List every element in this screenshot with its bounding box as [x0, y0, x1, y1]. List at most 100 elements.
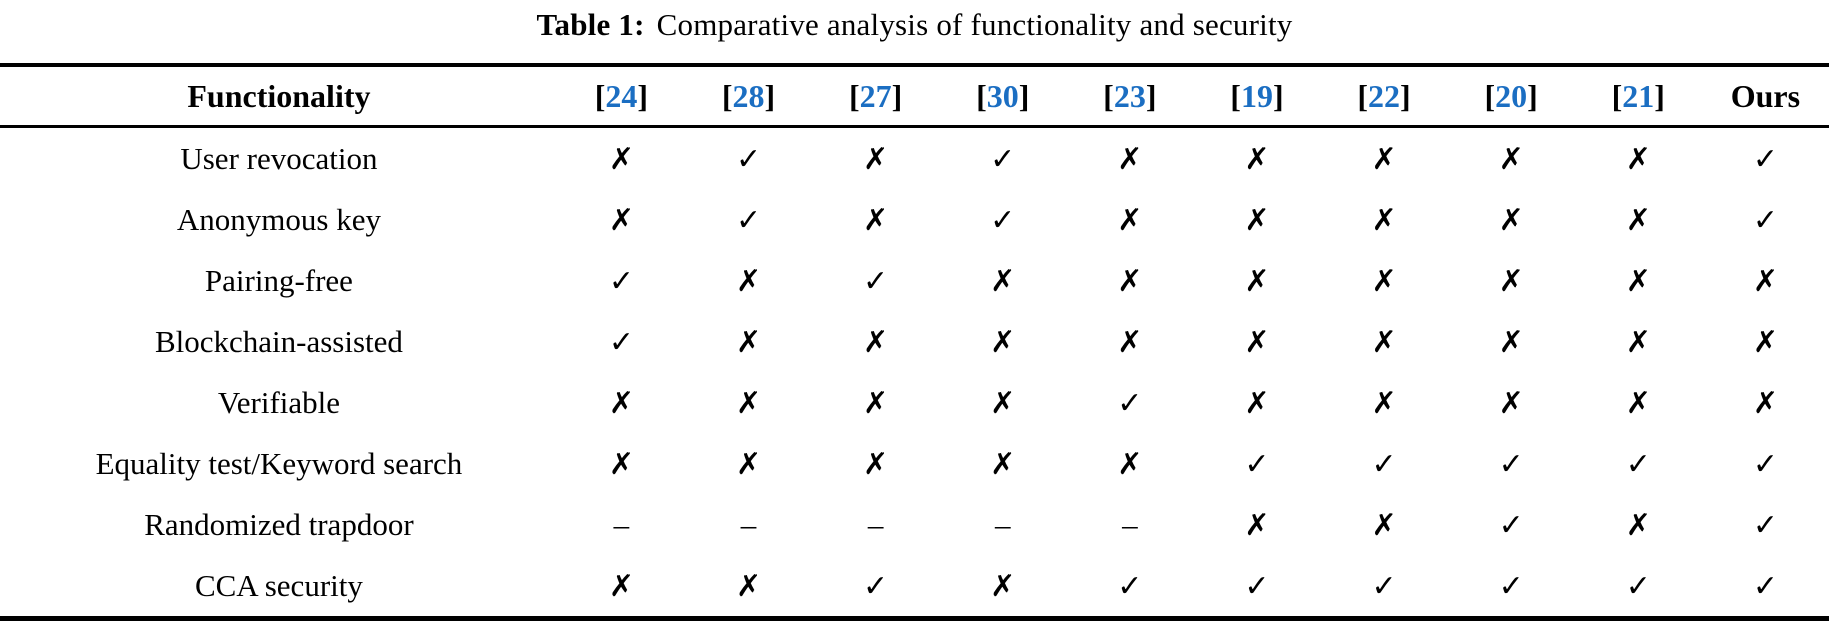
- row-label: Randomized trapdoor: [144, 506, 414, 542]
- cross-mark-icon: ✗: [863, 324, 889, 360]
- citation-bracket-close: ]: [1654, 77, 1665, 114]
- mark-cell: ✗: [558, 433, 685, 494]
- cross-mark-icon: ✗: [1498, 141, 1524, 177]
- mark-cell: ✗: [812, 189, 939, 250]
- cross-mark-icon: ✗: [1371, 507, 1397, 543]
- citation-link[interactable]: 22: [1368, 77, 1401, 114]
- cross-mark-icon: ✗: [608, 385, 634, 421]
- citation-link[interactable]: 24: [605, 77, 638, 114]
- cross-mark-icon: ✗: [863, 446, 889, 482]
- mark-cell: ✓: [1702, 189, 1829, 250]
- cross-mark-icon: ✗: [1625, 324, 1651, 360]
- cross-mark-icon: ✗: [1498, 202, 1524, 238]
- cross-mark-icon: ✗: [1371, 324, 1397, 360]
- row-label: Anonymous key: [176, 201, 381, 237]
- column-header-citation: [21]: [1574, 65, 1702, 128]
- citation-link[interactable]: 30: [986, 77, 1019, 114]
- citation-link[interactable]: 23: [1113, 77, 1146, 114]
- mark-cell: ✓: [1193, 555, 1320, 619]
- cross-mark-icon: ✗: [990, 324, 1016, 360]
- citation-link[interactable]: 28: [732, 77, 765, 114]
- mark-cell: ✗: [1066, 433, 1193, 494]
- mark-cell: ✗: [1321, 127, 1448, 190]
- mark-cell: ✗: [1066, 127, 1193, 190]
- check-mark-icon: ✓: [1498, 568, 1524, 604]
- check-mark-icon: ✓: [608, 263, 634, 299]
- cross-mark-icon: ✗: [608, 446, 634, 482]
- mark-cell: ✗: [812, 433, 939, 494]
- mark-cell: ✗: [685, 311, 812, 372]
- table-row: CCA security ✗ ✗ ✓ ✗ ✓ ✓ ✓ ✓ ✓ ✓: [0, 555, 1829, 619]
- mark-cell: ✓: [558, 250, 685, 311]
- check-mark-icon: ✓: [863, 263, 889, 299]
- mark-cell: ✗: [1448, 189, 1575, 250]
- mark-cell: ✓: [812, 250, 939, 311]
- row-label: Blockchain-assisted: [154, 323, 403, 359]
- mark-cell: ✗: [1448, 372, 1575, 433]
- cross-mark-icon: ✗: [1498, 263, 1524, 299]
- mark-cell: ✗: [1321, 372, 1448, 433]
- cross-mark-icon: ✗: [1117, 141, 1143, 177]
- row-label: CCA security: [194, 567, 363, 603]
- check-mark-icon: ✓: [1752, 446, 1778, 482]
- mark-cell: –: [939, 494, 1066, 555]
- table-caption: Table 1: Comparative analysis of function…: [0, 0, 1829, 63]
- citation-link[interactable]: 27: [859, 77, 892, 114]
- cross-mark-icon: ✗: [1625, 202, 1651, 238]
- mark-cell: ✗: [685, 372, 812, 433]
- column-header-citation: [30]: [939, 65, 1067, 128]
- mark-cell: ✗: [1575, 189, 1702, 250]
- mark-cell: ✗: [1702, 311, 1829, 372]
- mark-cell: ✗: [558, 189, 685, 250]
- mark-cell: ✗: [1575, 372, 1702, 433]
- cross-mark-icon: ✗: [990, 568, 1016, 604]
- mark-cell: ✓: [1321, 433, 1448, 494]
- cross-mark-icon: ✗: [863, 385, 889, 421]
- mark-cell: ✓: [812, 555, 939, 619]
- mark-cell: ✓: [1575, 433, 1702, 494]
- mark-cell: ✗: [685, 433, 812, 494]
- table-row: Pairing-free ✓ ✗ ✓ ✗ ✗ ✗ ✗ ✗ ✗ ✗: [0, 250, 1829, 311]
- mark-cell: ✓: [1066, 372, 1193, 433]
- cross-mark-icon: ✗: [1371, 202, 1397, 238]
- cross-mark-icon: ✗: [1752, 263, 1778, 299]
- cross-mark-icon: ✗: [1117, 263, 1143, 299]
- table-row: Equality test/Keyword search ✗ ✗ ✗ ✗ ✗ ✓ ✓ ✓ ✓ ✓: [0, 433, 1829, 494]
- cross-mark-icon: ✗: [1371, 141, 1397, 177]
- mark-cell: ✗: [1575, 494, 1702, 555]
- comparison-table: Functionality [24] [28] [27] [30] [23] [19] [2…: [0, 63, 1829, 621]
- column-header-functionality: Functionality: [0, 65, 558, 128]
- mark-cell: ✗: [558, 127, 685, 190]
- mark-cell: ✓: [1702, 494, 1829, 555]
- cross-mark-icon: ✗: [735, 263, 762, 299]
- citation-link[interactable]: 19: [1240, 77, 1273, 114]
- check-mark-icon: ✓: [1752, 507, 1778, 543]
- mark-cell: ✗: [1321, 494, 1448, 555]
- check-mark-icon: ✓: [1752, 141, 1778, 177]
- mark-cell: ✗: [1066, 311, 1193, 372]
- column-header-citation: [28]: [684, 65, 813, 128]
- mark-cell: ✗: [685, 555, 812, 619]
- mark-cell: ✗: [1066, 189, 1193, 250]
- mark-cell: ✗: [1321, 311, 1448, 372]
- mark-cell: ✗: [939, 372, 1066, 433]
- citation-link[interactable]: 21: [1622, 77, 1655, 114]
- table-row: Blockchain-assisted ✓ ✗ ✗ ✗ ✗ ✗ ✗ ✗ ✗ ✗: [0, 311, 1829, 372]
- check-mark-icon: ✓: [1498, 507, 1524, 543]
- citation-bracket-close: ]: [1272, 77, 1284, 114]
- cross-mark-icon: ✗: [990, 446, 1016, 482]
- mark-cell: ✓: [1066, 555, 1193, 619]
- cross-mark-icon: ✗: [1117, 446, 1143, 482]
- mark-cell: ✓: [558, 311, 685, 372]
- check-mark-icon: ✓: [1625, 446, 1651, 482]
- citation-link[interactable]: 20: [1495, 77, 1528, 114]
- cross-mark-icon: ✗: [1625, 141, 1651, 177]
- table-header: Functionality [24] [28] [27] [30] [23] [19] [2…: [0, 65, 1829, 128]
- cross-mark-icon: ✗: [1625, 507, 1651, 543]
- row-label: User revocation: [180, 140, 378, 176]
- mark-cell: ✓: [1575, 555, 1702, 619]
- mark-cell: ✗: [1702, 250, 1829, 311]
- citation-bracket-close: ]: [637, 77, 649, 114]
- check-mark-icon: ✓: [1117, 385, 1143, 421]
- cross-mark-icon: ✗: [990, 385, 1016, 421]
